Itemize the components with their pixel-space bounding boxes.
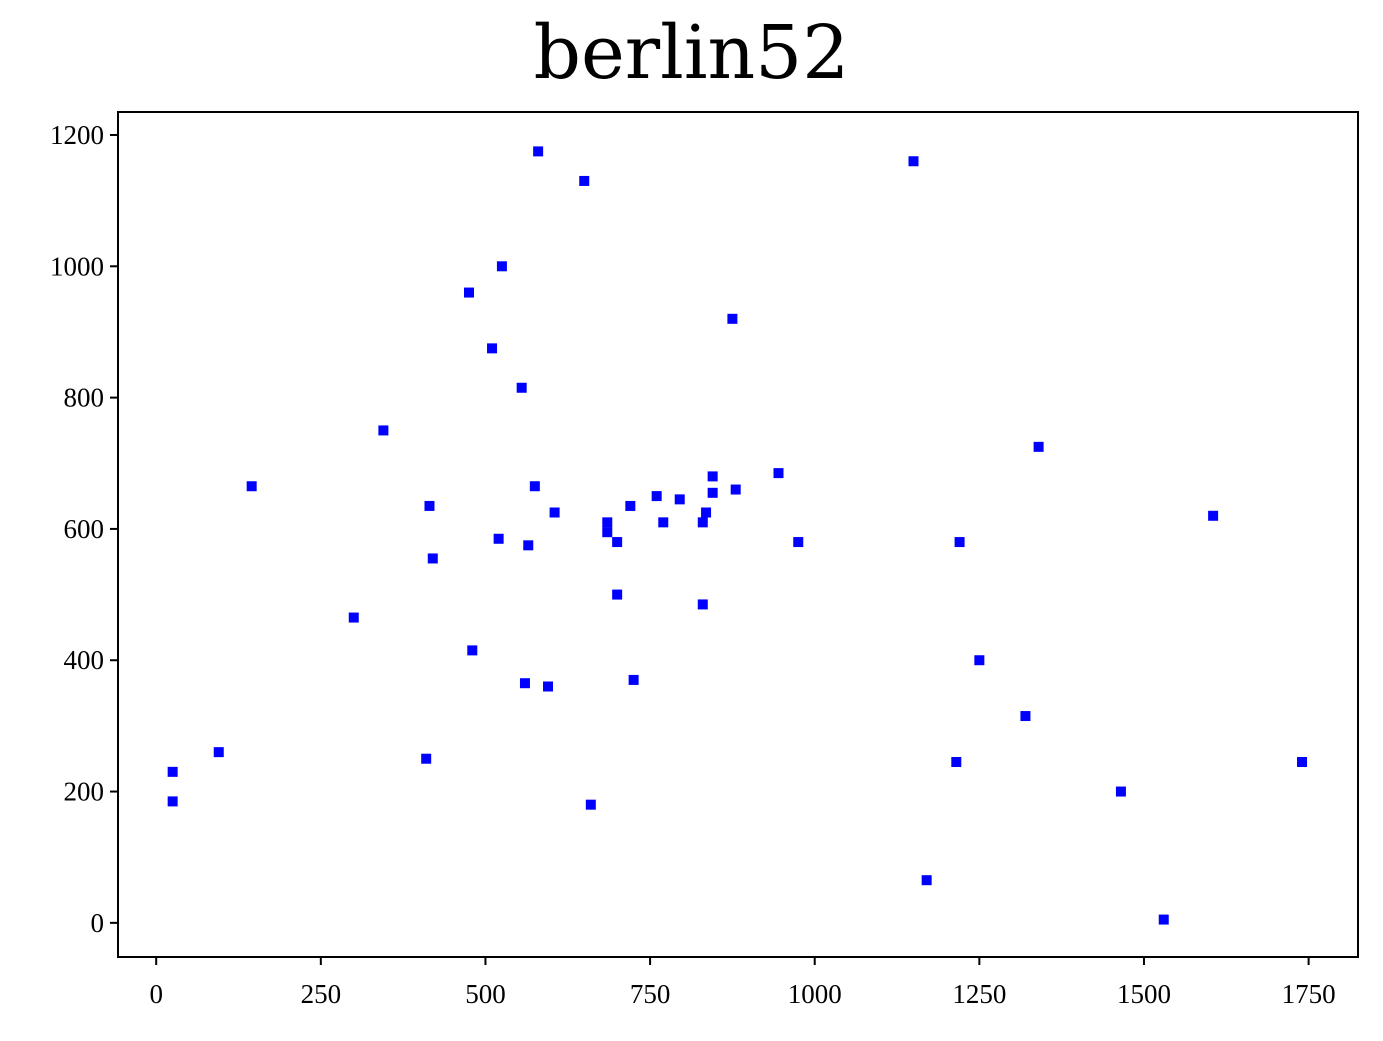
data-point (467, 645, 478, 656)
data-point (707, 471, 718, 482)
data-point (585, 799, 596, 810)
y-tick-label: 1200 (50, 120, 104, 150)
y-tick-label: 600 (64, 514, 105, 544)
data-point (697, 599, 708, 610)
data-point (523, 540, 534, 551)
data-point (1297, 757, 1308, 767)
x-tick-label: 750 (630, 979, 671, 1009)
data-point (516, 382, 527, 393)
data-point (543, 681, 554, 692)
x-tick-label: 500 (465, 979, 506, 1009)
data-point (701, 507, 712, 518)
data-point (579, 175, 590, 186)
x-tick-label: 250 (301, 979, 342, 1009)
data-point (628, 674, 639, 685)
chart-title: berlin52 (533, 10, 850, 96)
data-point (1208, 510, 1219, 521)
x-tick-label: 0 (149, 979, 163, 1009)
y-tick-label: 800 (64, 383, 105, 413)
data-point (793, 537, 804, 548)
data-point (954, 537, 965, 548)
data-point (1158, 914, 1169, 925)
y-tick-label: 1000 (50, 251, 104, 281)
data-point (1020, 711, 1031, 722)
x-tick-label: 1500 (1117, 979, 1171, 1009)
data-point (378, 425, 389, 436)
data-point (348, 612, 359, 623)
data-point (496, 261, 507, 272)
data-point (674, 494, 685, 505)
data-point (487, 343, 498, 354)
data-point (908, 156, 919, 167)
data-point (421, 753, 432, 764)
data-point (612, 537, 623, 548)
data-point (697, 517, 708, 528)
data-point (727, 313, 738, 324)
data-point (951, 757, 962, 767)
x-tick-label: 1250 (952, 979, 1006, 1009)
data-point (213, 747, 224, 758)
data-point (167, 766, 178, 777)
data-points (167, 146, 1308, 925)
data-point (730, 484, 741, 495)
x-tick-label: 1750 (1282, 979, 1336, 1009)
data-point (424, 500, 435, 511)
y-tick-label: 200 (64, 777, 105, 807)
data-point (921, 875, 932, 886)
data-point (427, 553, 438, 564)
data-point (612, 589, 623, 600)
data-point (246, 481, 257, 492)
data-point (658, 517, 669, 528)
data-point (625, 500, 636, 511)
data-point (602, 517, 613, 528)
data-point (651, 491, 662, 502)
plot-frame (117, 111, 1359, 958)
x-axis: 0 250 500 750 1000 1250 1500 1750 (149, 957, 1336, 1009)
y-tick-label: 0 (91, 908, 105, 938)
data-point (533, 146, 544, 157)
data-point (1115, 786, 1126, 797)
data-point (519, 678, 530, 689)
x-tick-label: 1000 (788, 979, 842, 1009)
data-point (707, 487, 718, 498)
data-point (463, 287, 474, 298)
data-point (974, 655, 985, 666)
data-point (1033, 441, 1044, 452)
y-tick-label: 400 (64, 645, 105, 675)
data-point (773, 468, 784, 479)
data-point (549, 507, 560, 518)
data-point (529, 481, 540, 492)
data-point (602, 527, 613, 538)
data-point (493, 533, 504, 544)
data-point (167, 796, 178, 807)
y-axis: 0 200 400 600 800 1000 1200 (50, 120, 118, 938)
